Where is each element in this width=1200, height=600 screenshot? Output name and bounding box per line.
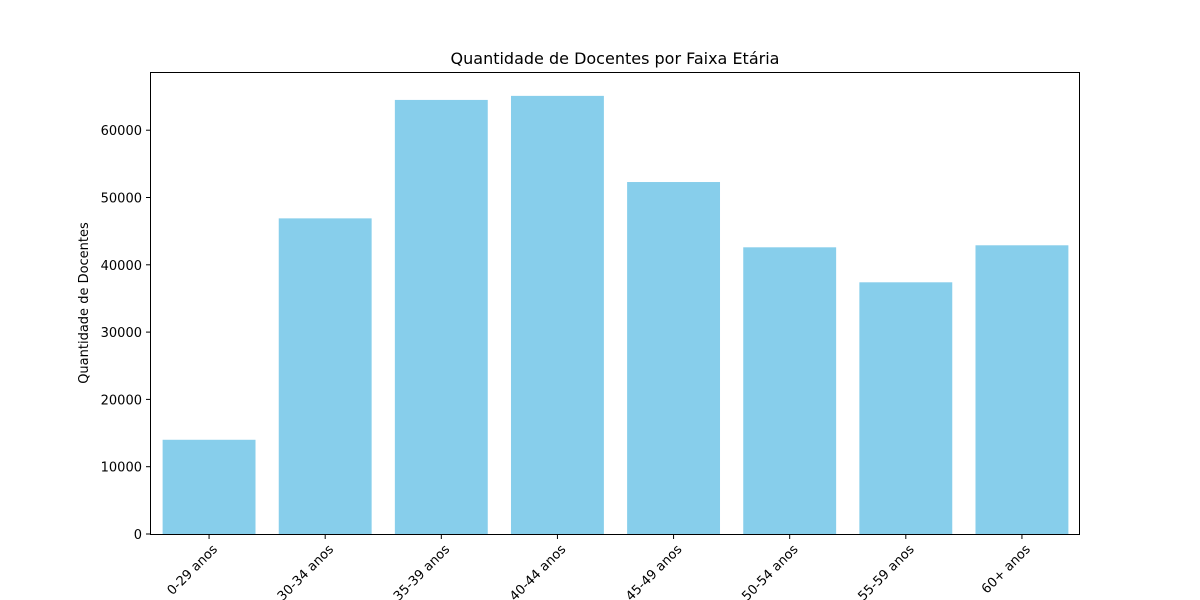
y-tick-label: 10000 — [101, 461, 142, 476]
y-axis-label: Quantidade de Docentes — [77, 222, 92, 384]
x-tick-label: 0-29 anos — [165, 542, 221, 598]
y-tick-label: 50000 — [101, 192, 142, 207]
bar-50-54-anos — [743, 247, 837, 534]
x-tick-label: 55-59 anos — [856, 542, 918, 600]
y-tick-label: 30000 — [101, 326, 142, 341]
x-tick-label: 30-34 anos — [275, 542, 337, 600]
x-tick-label: 45-49 anos — [623, 542, 685, 600]
bar-35-39-anos — [394, 99, 488, 534]
y-tick-label: 40000 — [101, 259, 142, 274]
x-tick-label: 40-44 anos — [507, 542, 569, 600]
x-tick-label: 35-39 anos — [391, 542, 453, 600]
bar-40-44-anos — [510, 95, 604, 535]
bar-55-59-anos — [859, 282, 953, 534]
bar-0-29-anos — [162, 439, 256, 534]
x-tick-label: 50-54 anos — [739, 542, 801, 600]
y-tick-label: 20000 — [101, 393, 142, 408]
bar-30-34-anos — [278, 218, 372, 534]
x-tick-label: 60+ anos — [979, 542, 1034, 597]
chart-title: Quantidade de Docentes por Faixa Etária — [451, 49, 780, 68]
bar-45-49-anos — [627, 182, 721, 534]
bar-60-anos — [975, 245, 1069, 534]
y-tick-label: 0 — [134, 528, 142, 543]
bars-group — [162, 95, 1069, 535]
y-tick-label: 60000 — [101, 124, 142, 139]
y-ticks-group: 0 10000 20000 30000 40000 50000 60000 — [101, 124, 151, 543]
x-ticks-group: 0-29 anos 30-34 anos 35-39 anos 40-44 anos 4… — [165, 534, 1034, 600]
plot-frame — [150, 72, 1080, 535]
